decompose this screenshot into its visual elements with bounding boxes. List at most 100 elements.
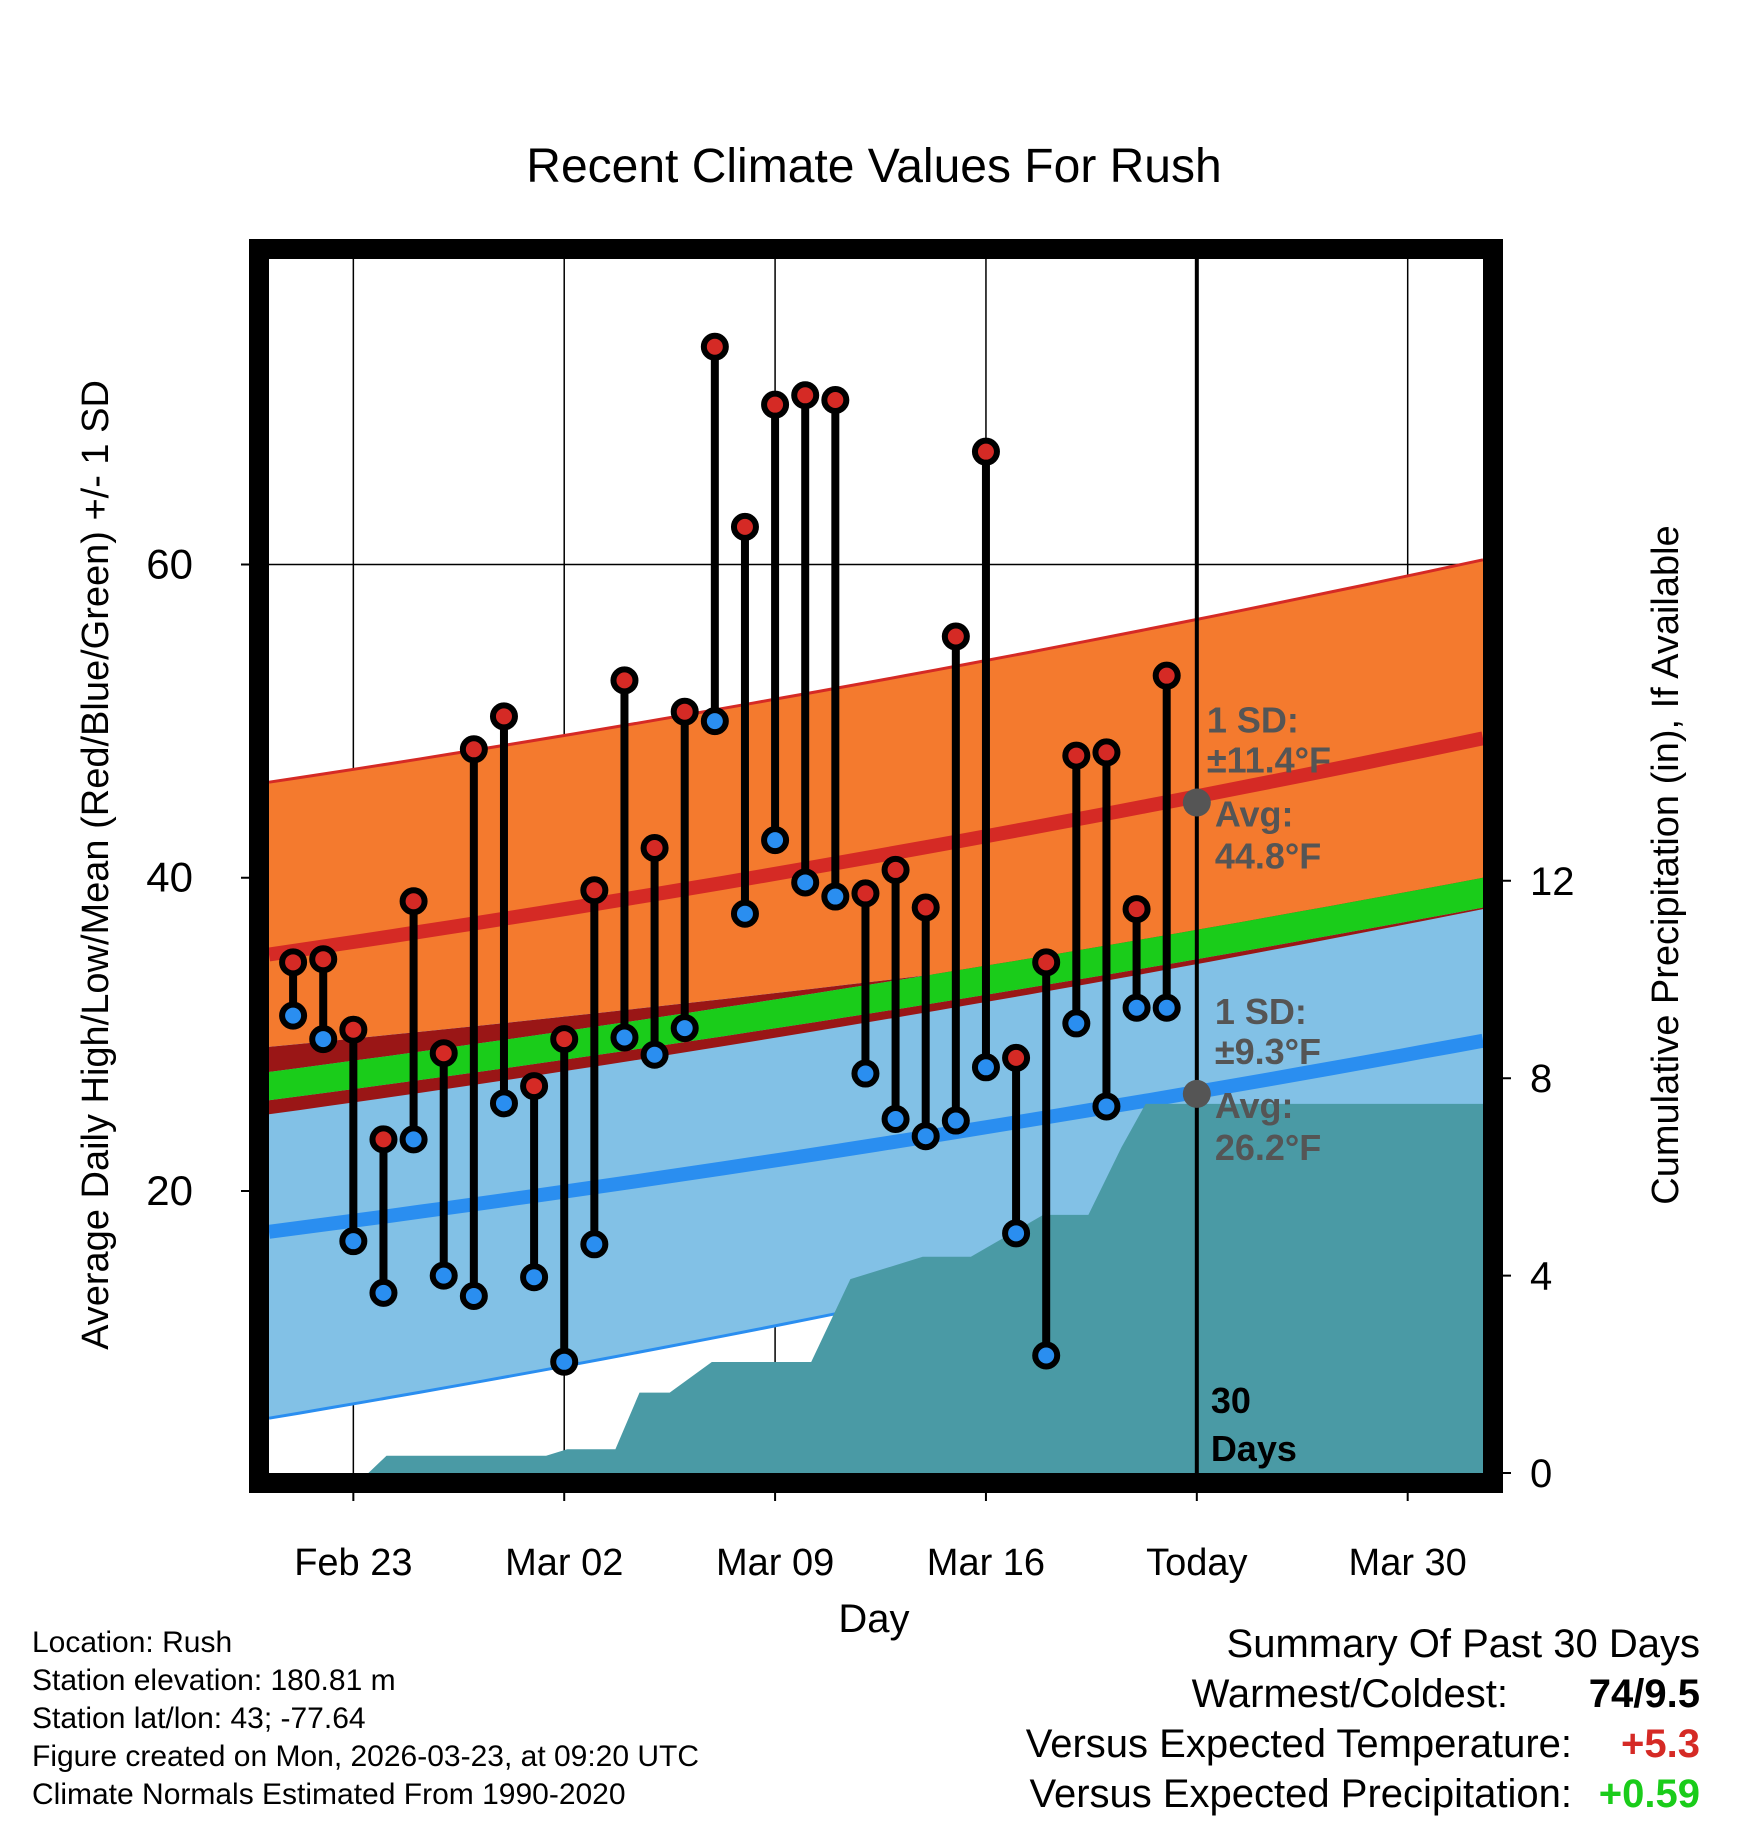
low-point — [580, 1230, 609, 1259]
x-tick-label: Feb 23 — [294, 1542, 412, 1584]
station-info: Location: Rush Station elevation: 180.81… — [32, 1624, 699, 1814]
x-tick-label: Mar 02 — [505, 1542, 623, 1584]
low-point — [1032, 1341, 1061, 1370]
high-point — [399, 887, 428, 916]
normals-text: Climate Normals Estimated From 1990-2020 — [32, 1778, 626, 1811]
high-point — [700, 332, 729, 361]
low-point — [610, 1023, 639, 1052]
days-label-number: 30 — [1211, 1380, 1251, 1421]
precip-label: Versus Expected Precipitation: — [1029, 1772, 1572, 1816]
low-point — [821, 882, 850, 911]
x-tick-label: Mar 30 — [1349, 1542, 1467, 1584]
low-point — [881, 1104, 910, 1133]
high-point — [369, 1125, 398, 1154]
low-point — [369, 1278, 398, 1307]
x-tick-label: Today — [1146, 1542, 1247, 1584]
low-point — [700, 707, 729, 736]
y-tick-label: 60 — [146, 540, 193, 587]
high-point — [1152, 661, 1181, 690]
low-point — [640, 1040, 669, 1069]
high-point — [459, 735, 488, 764]
low-point — [279, 1001, 308, 1030]
high-avg-label: Avg: — [1215, 794, 1294, 835]
latlon-text: Station lat/lon: 43; -77.64 — [32, 1702, 366, 1735]
location-text: Location: Rush — [32, 1626, 233, 1659]
high-point — [550, 1025, 579, 1054]
y-tick-label: 40 — [146, 854, 193, 901]
high-sd-value: ±11.4°F — [1207, 740, 1331, 781]
chart-title: Recent Climate Values For Rush — [526, 140, 1221, 193]
plot-area — [267, 558, 1485, 1473]
high-point — [1092, 738, 1121, 767]
overlap-band-lower — [269, 907, 1483, 1115]
temp-label: Versus Expected Temperature: — [1025, 1722, 1572, 1766]
low-point — [1152, 993, 1181, 1022]
high-point — [941, 622, 970, 651]
high-point — [881, 855, 910, 884]
precipitation-area — [269, 1103, 1483, 1473]
high-point — [429, 1039, 458, 1068]
high-sd-label: 1 SD: — [1207, 700, 1299, 741]
days-label-text: Days — [1211, 1428, 1297, 1469]
x-tick-label: Mar 16 — [927, 1542, 1045, 1584]
high-point — [761, 390, 790, 419]
warmest-value: 74/9.5 — [1588, 1672, 1700, 1716]
precip-value: +0.59 — [1598, 1772, 1700, 1816]
warmest-label: Warmest/Coldest: — [1191, 1672, 1508, 1716]
high-point — [851, 879, 880, 908]
y2-tick-label: 0 — [1530, 1452, 1552, 1496]
high-point — [279, 948, 308, 977]
low-point — [1122, 993, 1151, 1022]
y-axis-label: Average Daily High/Low/Mean (Red/Blue/Gr… — [75, 380, 117, 1350]
y2-tick-label: 4 — [1530, 1255, 1552, 1299]
high-point — [520, 1072, 549, 1101]
low-point — [339, 1227, 368, 1256]
high-point — [911, 893, 940, 922]
plot-frame — [249, 239, 1503, 1493]
high-point — [971, 437, 1000, 466]
low-point — [730, 899, 759, 928]
low-point — [791, 868, 820, 897]
low-point — [399, 1125, 428, 1154]
low-point — [520, 1263, 549, 1292]
elevation-text: Station elevation: 180.81 m — [32, 1664, 396, 1697]
high-point — [1122, 895, 1151, 924]
high-point — [1002, 1043, 1031, 1072]
high-avg-value: 44.8°F — [1215, 836, 1321, 877]
low-point — [550, 1347, 579, 1376]
low-point — [911, 1122, 940, 1151]
axis-layer: Feb 23 Mar 02 Mar 09 Mar 16 Today Mar 3020406… — [146, 406, 1575, 1584]
summary-title: Summary Of Past 30 Days — [1226, 1622, 1700, 1666]
low-sd-value: ±9.3°F — [1215, 1031, 1321, 1072]
low-point — [489, 1089, 518, 1118]
low-avg-marker — [1182, 1079, 1211, 1108]
high-point — [791, 381, 820, 410]
x-axis-label: Day — [838, 1597, 909, 1641]
low-point — [309, 1025, 338, 1054]
y-tick-label: 20 — [146, 1167, 193, 1214]
low-avg-value: 26.2°F — [1215, 1127, 1321, 1168]
x-tick-label: Mar 09 — [716, 1542, 834, 1584]
low-point — [1002, 1219, 1031, 1248]
high-point — [489, 702, 518, 731]
high-point — [580, 876, 609, 905]
high-point — [309, 945, 338, 974]
low-point — [761, 826, 790, 855]
low-sd-label: 1 SD: — [1215, 991, 1307, 1032]
created-text: Figure created on Mon, 2026-03-23, at 09… — [32, 1740, 700, 1773]
y2-tick-label: 12 — [1530, 860, 1575, 904]
low-point — [941, 1106, 970, 1135]
low-point — [971, 1053, 1000, 1082]
low-point — [1092, 1092, 1121, 1121]
low-point — [670, 1014, 699, 1043]
observation-layer — [279, 332, 1181, 1376]
high-point — [1032, 948, 1061, 977]
low-point — [459, 1281, 488, 1310]
high-avg-marker — [1182, 788, 1211, 817]
y2-axis-label: Cumulative Precipitation (in), If Availa… — [1645, 525, 1687, 1204]
high-point — [640, 833, 669, 862]
low-point — [1062, 1009, 1091, 1038]
high-point — [610, 666, 639, 695]
